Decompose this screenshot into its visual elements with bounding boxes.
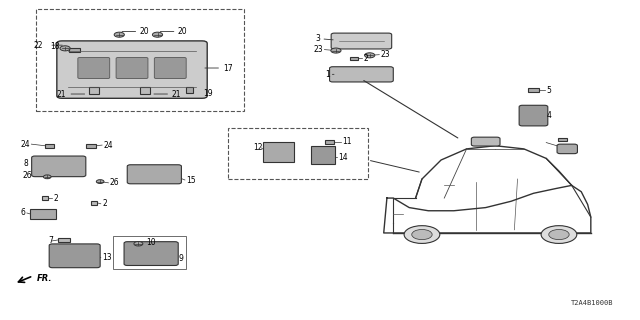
Bar [311,146,335,164]
Circle shape [152,32,163,37]
FancyBboxPatch shape [127,165,181,184]
Text: 2: 2 [364,54,368,63]
Bar [45,144,54,148]
Text: 17: 17 [223,63,233,73]
Text: 5: 5 [546,86,551,95]
Text: 24: 24 [103,140,113,149]
Bar [89,87,99,94]
Text: 3: 3 [315,34,320,43]
FancyBboxPatch shape [330,67,394,82]
Bar [30,209,56,219]
Text: 2: 2 [102,199,107,208]
Text: 23: 23 [314,45,323,54]
Bar [86,144,96,148]
Text: 20: 20 [178,27,188,36]
FancyBboxPatch shape [557,144,577,154]
Bar [528,88,540,92]
Text: 7: 7 [49,236,54,245]
Text: 8: 8 [24,159,28,168]
FancyBboxPatch shape [116,58,148,78]
Text: 23: 23 [381,50,390,59]
Text: T2A4B1000B: T2A4B1000B [571,300,613,306]
Circle shape [114,32,124,37]
Circle shape [331,48,341,53]
FancyBboxPatch shape [57,41,207,98]
Bar [263,142,294,162]
Text: FR.: FR. [36,275,52,284]
Text: 26: 26 [109,178,119,187]
Bar [91,201,97,205]
FancyBboxPatch shape [49,244,100,268]
Bar [36,9,244,111]
Text: 21: 21 [172,90,181,99]
Bar [58,238,70,242]
Bar [69,48,81,52]
Bar [324,140,334,143]
FancyBboxPatch shape [331,33,392,49]
FancyBboxPatch shape [31,156,86,177]
FancyBboxPatch shape [124,242,178,266]
FancyBboxPatch shape [519,105,548,126]
Text: 15: 15 [186,176,196,185]
FancyBboxPatch shape [154,58,186,78]
Circle shape [60,46,70,51]
Text: 21: 21 [57,90,67,99]
Text: 13: 13 [102,253,112,262]
Text: 19: 19 [204,89,213,98]
Bar [42,196,48,200]
Bar [228,128,368,179]
Text: 20: 20 [140,27,149,36]
Text: 12: 12 [253,143,262,152]
Bar [186,87,193,93]
FancyBboxPatch shape [78,58,109,78]
Text: 18: 18 [51,42,60,51]
Text: 2: 2 [54,194,58,203]
Text: 24: 24 [20,140,30,148]
Circle shape [97,180,104,183]
Text: 22: 22 [33,41,43,50]
Text: 1: 1 [325,70,330,79]
Bar [350,57,358,60]
Text: 14: 14 [338,153,348,162]
Text: 11: 11 [342,137,352,146]
Text: 26: 26 [22,172,32,180]
Circle shape [365,53,375,58]
Circle shape [44,175,51,179]
Text: 10: 10 [147,238,156,247]
Circle shape [404,226,440,244]
Bar [140,87,150,94]
Circle shape [412,229,432,240]
Bar [557,138,566,141]
Circle shape [541,226,577,244]
Text: 9: 9 [179,254,184,263]
Bar [113,236,186,269]
Circle shape [548,229,569,240]
Circle shape [134,242,143,246]
FancyBboxPatch shape [471,137,500,146]
Text: 6: 6 [20,208,26,218]
Text: 4: 4 [546,111,551,120]
